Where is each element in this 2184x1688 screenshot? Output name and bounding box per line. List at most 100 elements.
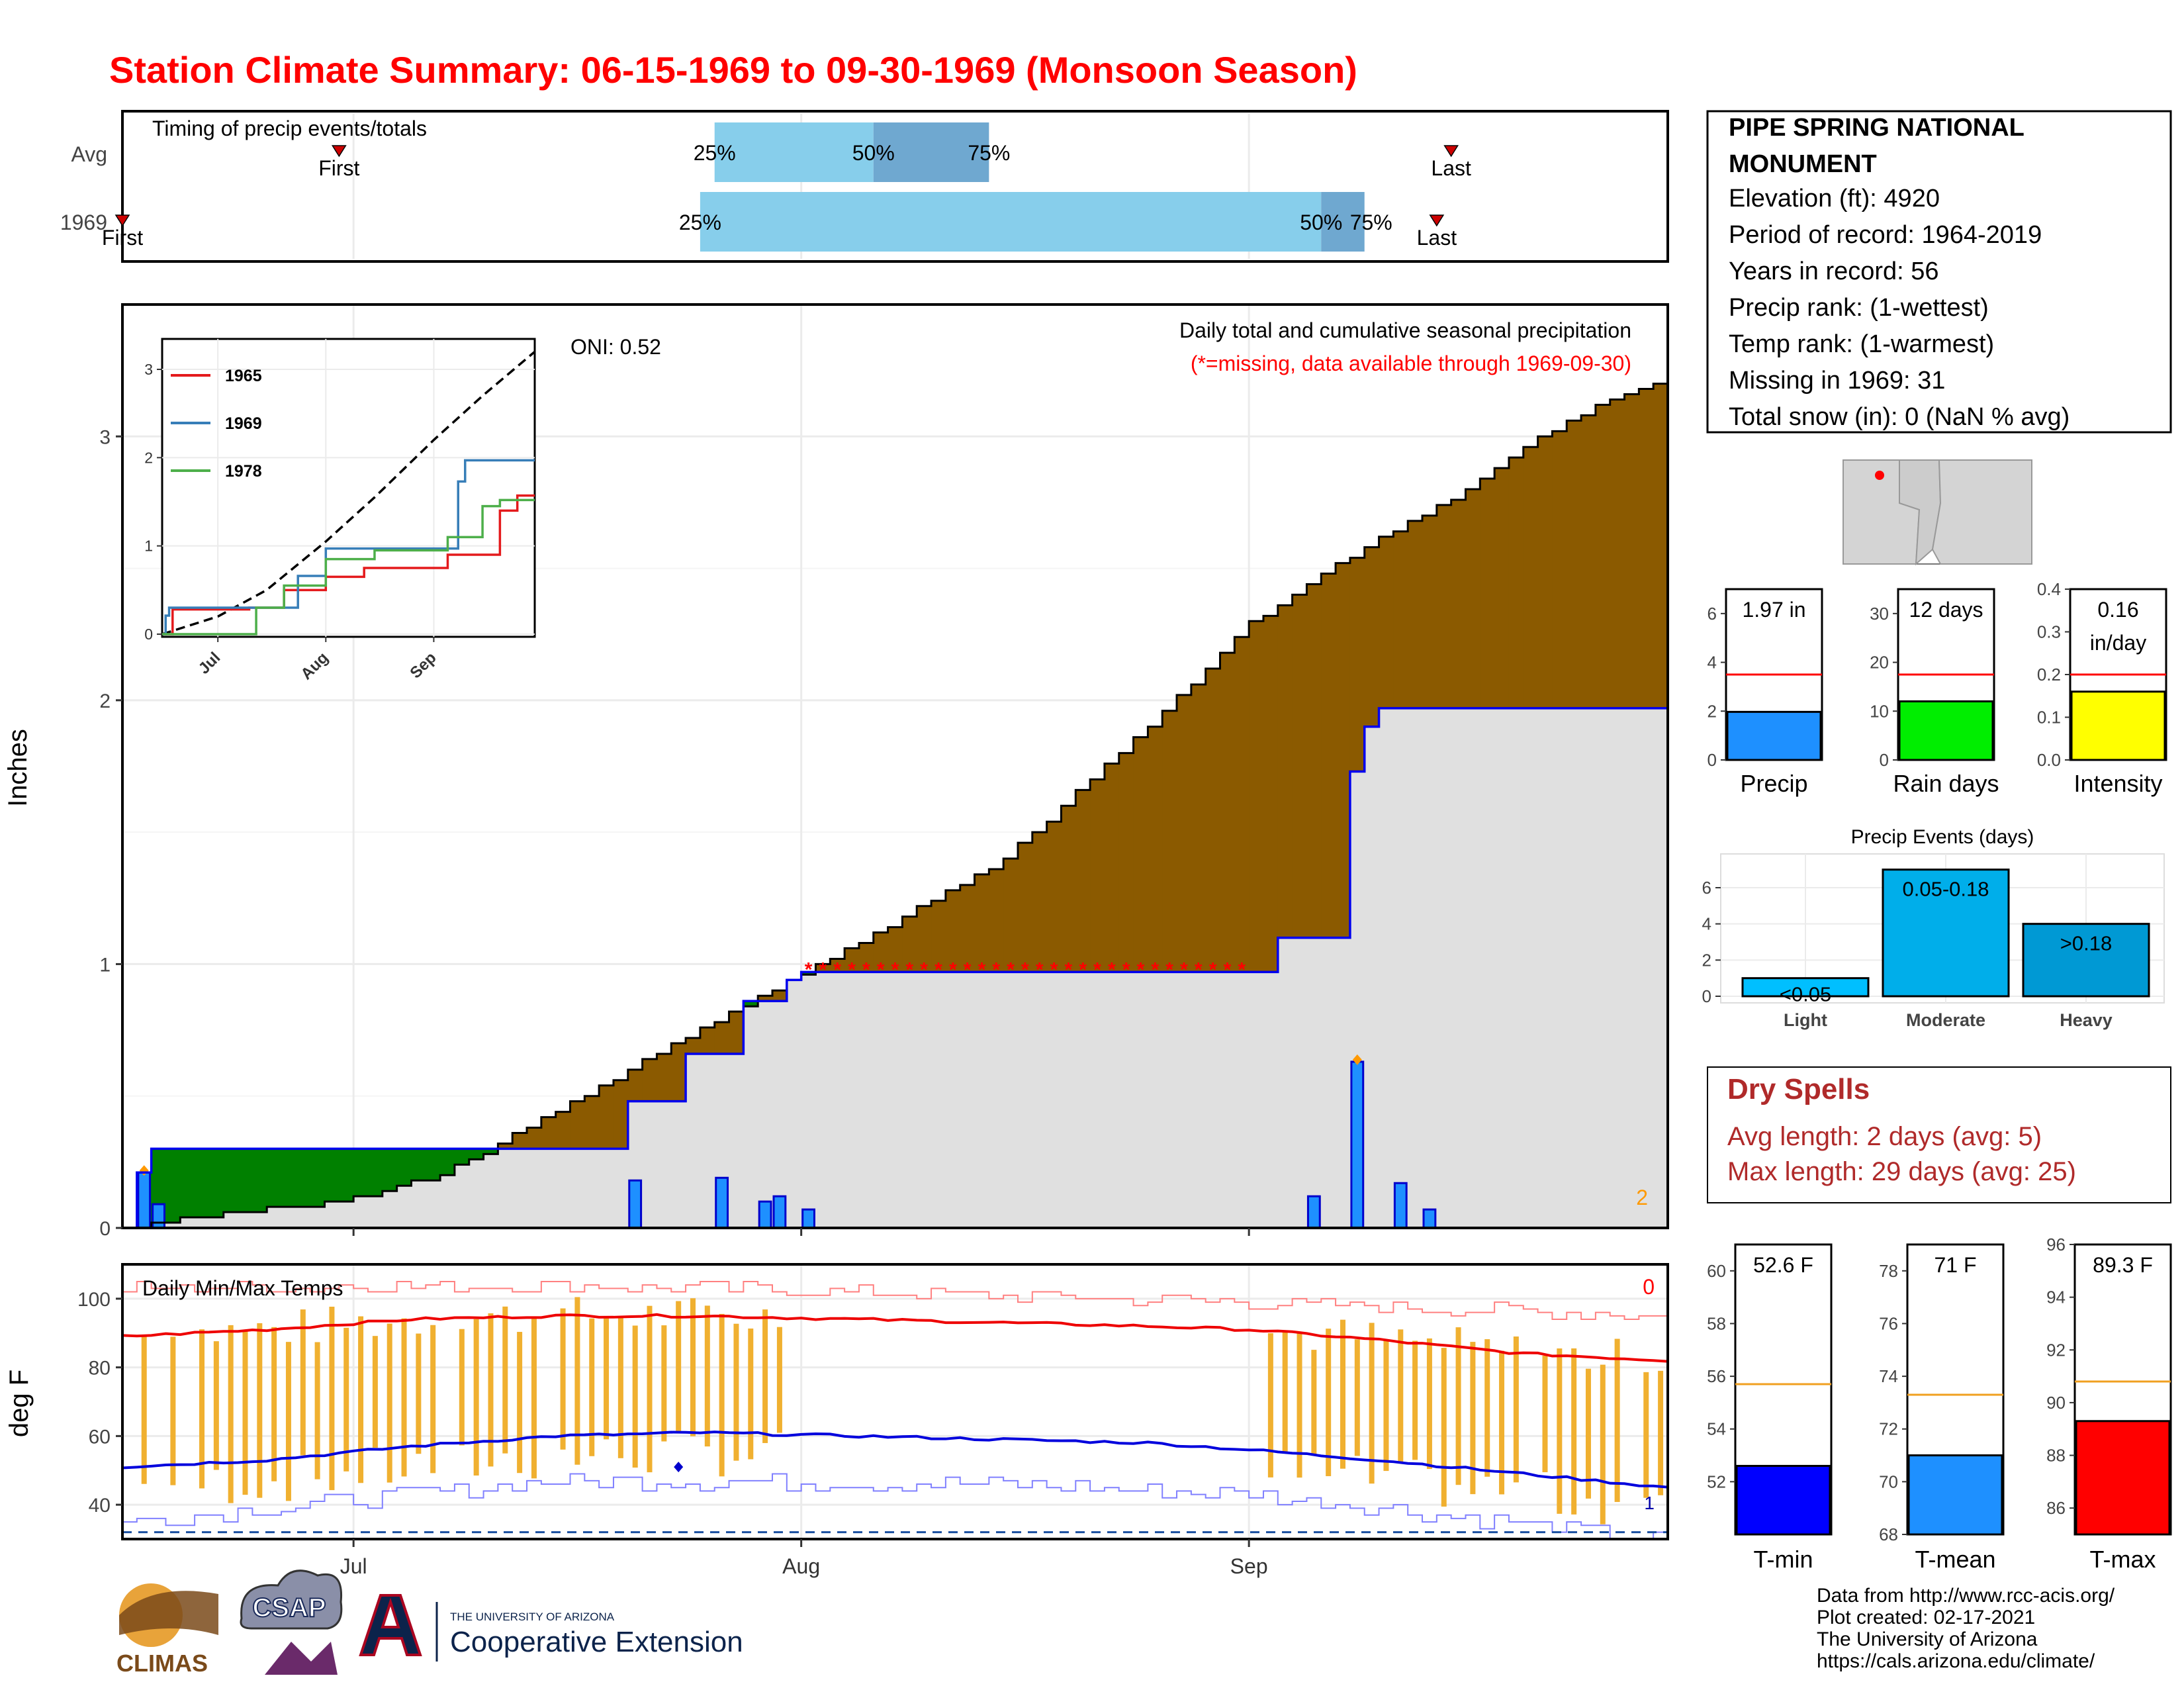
temp-summary-tick-label: 94 <box>2046 1288 2066 1307</box>
temp-summary-tick-label: 96 <box>2046 1235 2066 1254</box>
below-average-fill <box>945 890 961 972</box>
missing-day-marker: * <box>1165 959 1173 980</box>
daily-precip-bar <box>772 1195 787 1229</box>
precip-events-panel: Precip Events (days) 0 2 4 6 <0.05 Light 0.05-… <box>1702 826 2165 1030</box>
daily-temp-range-bar <box>1398 1329 1404 1462</box>
daily-temp-range-bar <box>343 1327 349 1472</box>
below-average-fill <box>1306 584 1322 938</box>
missing-day-marker: * <box>978 959 986 980</box>
temp-summary-value-label: 52.6 F <box>1753 1253 1813 1277</box>
locator-map <box>1843 459 2032 566</box>
below-average-fill <box>1061 806 1076 972</box>
below-average-fill <box>931 900 946 972</box>
dry-spells-max: Max length: 29 days (avg: 25) <box>1727 1157 2076 1186</box>
ua-logo: THE UNIVERSITY OF ARIZONA Cooperative Ex… <box>359 1594 743 1662</box>
station-info-line: Missing in 1969: 31 <box>1729 367 1945 395</box>
daily-temp-range-bar <box>314 1342 320 1479</box>
above-average-fill <box>801 972 817 975</box>
mini-bar-category-label: Rain days <box>1893 770 1999 797</box>
station-name-line1: PIPE SPRING NATIONAL <box>1729 114 2025 142</box>
temp-panel: deg F 40 60 80 100 Jul Aug Sep Daily Min/Max … <box>5 1263 1669 1578</box>
below-average-fill <box>613 1080 629 1149</box>
inset-grid <box>162 339 535 637</box>
daily-temp-range-bar <box>358 1316 364 1483</box>
temp-summary-category-label: T-max <box>2089 1546 2156 1573</box>
temp-plot-bg <box>122 1264 1668 1539</box>
below-average-fill <box>1610 399 1625 708</box>
missing-day-marker: * <box>1180 959 1188 980</box>
above-average-fill <box>426 1149 441 1181</box>
below-average-fill <box>858 943 874 972</box>
daily-temp-range-bar <box>574 1297 580 1465</box>
below-average-fill <box>555 1111 571 1149</box>
below-average-fill <box>1234 637 1250 972</box>
below-average-fill <box>1003 859 1019 972</box>
daily-precip-bar <box>1350 1060 1365 1229</box>
events-y-tick-label: 0 <box>1702 986 1711 1006</box>
inset-legend: 1965 1969 1978 <box>171 367 262 481</box>
below-average-fill <box>1567 420 1582 708</box>
below-average-fill <box>714 1022 730 1054</box>
daily-temp-range-bar <box>228 1325 234 1503</box>
mini-bar-tick-label: 0 <box>1707 750 1717 770</box>
daily-temp-range-bar <box>387 1323 392 1483</box>
station-info-line: Period of record: 1964-2019 <box>1729 221 2042 249</box>
below-average-fill <box>1191 684 1206 972</box>
temp-summary-bars: 52.6 F 52 54 56 58 60 T-min 71 F 68 70 72 74 76 78 T-m… <box>1707 1235 2172 1573</box>
below-average-fill <box>1177 694 1192 972</box>
daily-temp-range-bar <box>1369 1323 1375 1484</box>
station-info-line: Temp rank: (1-warmest) <box>1729 330 1994 358</box>
below-average-fill <box>974 874 989 972</box>
1969-cumulative-line <box>122 707 1668 1229</box>
daily-temp-range-bar <box>199 1329 205 1489</box>
daily-temp-range-bar <box>141 1336 147 1484</box>
events-bar <box>2022 923 2150 998</box>
above-average-fill <box>743 1001 758 1007</box>
record-low-marker <box>674 1462 684 1473</box>
daily-temp-range-bar <box>285 1342 291 1501</box>
below-average-fill <box>917 906 932 972</box>
below-average-fill <box>1393 531 1408 708</box>
precip-fills <box>122 383 1668 1228</box>
daily-temp-range-bar <box>1282 1330 1288 1454</box>
daily-temp-range-bar <box>617 1317 623 1458</box>
record-high-line <box>122 1280 1668 1320</box>
inset-y-tick-label: 1 <box>144 538 153 555</box>
above-average-fill <box>252 1149 267 1213</box>
timing-rows: 25% 50% 75% First Last 25% 50% 75% First Last <box>102 114 1471 259</box>
below-average-fill <box>599 1085 614 1149</box>
daily-temp-range-bar <box>632 1325 638 1468</box>
timing-box-high <box>1321 192 1365 252</box>
above-average-fill <box>483 1149 498 1154</box>
daily-temp-range-bar <box>1412 1340 1418 1460</box>
daily-temp-range-bar <box>1441 1348 1447 1507</box>
timing-p50-label: 50% <box>1300 211 1342 234</box>
timing-first-marker <box>114 214 130 227</box>
below-average-fill <box>541 1117 557 1149</box>
mini-bar-value <box>1726 710 1822 761</box>
daily-precip-bar <box>758 1200 772 1229</box>
missing-day-marker: * <box>1137 959 1145 980</box>
below-average-fill <box>1032 832 1048 972</box>
climas-logo: CLIMAS <box>116 1583 218 1677</box>
timing-title: Timing of precip events/totals <box>152 117 427 140</box>
daily-temp-range-bar <box>372 1336 378 1448</box>
daily-temp-range-bar <box>776 1327 782 1433</box>
below-average-fill <box>1480 479 1495 708</box>
missing-day-marker: * <box>891 959 899 980</box>
temp-summary-tick-label: 72 <box>1879 1419 1898 1439</box>
precip-y-tick-label: 1 <box>99 954 111 976</box>
daily-temp-range-bar <box>488 1313 494 1467</box>
temp-y-tick-label: 60 <box>89 1426 111 1448</box>
below-average-fill <box>1148 726 1163 972</box>
below-average-fill <box>1523 447 1539 708</box>
logos: CLIMAS CSAP THE UNIVERSITY OF ARIZONA Co… <box>116 1570 743 1677</box>
timing-panel: Timing of precip events/totals Avg 1969 … <box>60 110 1669 263</box>
events-bar-label: <0.05 <box>1780 983 1831 1006</box>
below-average-fill <box>1581 415 1596 708</box>
timing-last-marker <box>1443 145 1459 158</box>
page-title: Station Climate Summary: 06-15-1969 to 0… <box>109 49 1357 91</box>
temp-x-tick-label: Aug <box>782 1554 820 1578</box>
missing-day-marker: * <box>1224 959 1232 980</box>
below-average-fill <box>512 1133 527 1149</box>
